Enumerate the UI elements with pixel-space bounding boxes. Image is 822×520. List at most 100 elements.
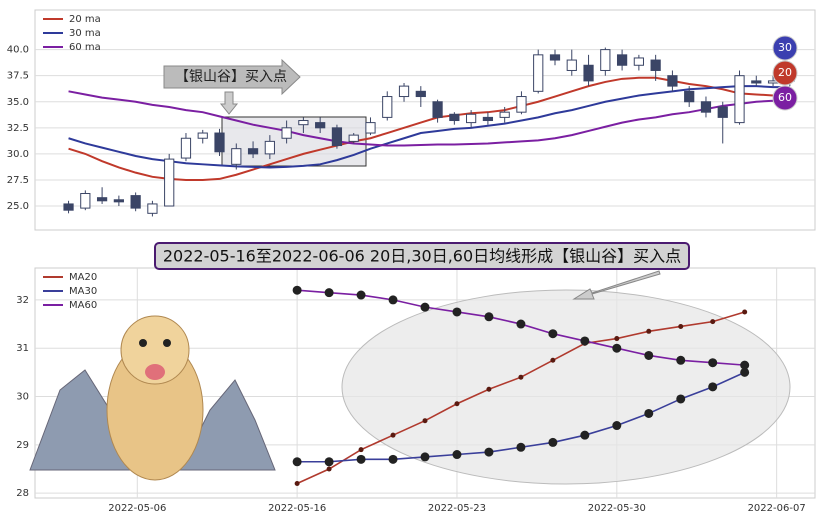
ma-line xyxy=(68,85,790,169)
point xyxy=(646,328,652,334)
candle-body xyxy=(600,49,611,71)
point xyxy=(614,336,620,342)
candle-body xyxy=(164,158,175,207)
candle-body xyxy=(616,54,628,66)
marker-circle xyxy=(772,85,798,111)
candle-body xyxy=(751,80,762,84)
y-tick-label: 29 xyxy=(16,440,29,451)
candle-body xyxy=(331,127,343,147)
candle-body xyxy=(382,96,393,118)
point xyxy=(452,307,462,317)
y-tick-label: 32 xyxy=(16,295,29,306)
candle-body xyxy=(667,75,678,87)
dog-head xyxy=(120,315,190,385)
marker-label: 60 xyxy=(778,91,792,104)
point xyxy=(708,382,718,392)
candle-body xyxy=(516,96,527,113)
y-tick-label: 32.5 xyxy=(7,123,29,134)
candle-body xyxy=(348,134,359,142)
candle-body xyxy=(63,203,74,211)
candle-body xyxy=(96,197,108,202)
point xyxy=(516,319,526,329)
point xyxy=(644,408,654,418)
point xyxy=(324,457,334,467)
point xyxy=(644,350,654,360)
dog-eye xyxy=(163,339,171,347)
arrow xyxy=(572,270,661,300)
x-tick-label: 2022-06-07 xyxy=(748,503,806,514)
candle-body xyxy=(298,120,309,126)
point xyxy=(452,450,462,460)
x-tick-label: 2022-05-16 xyxy=(268,503,326,514)
candle-body xyxy=(583,64,594,82)
y-tick-label: 25.0 xyxy=(7,201,29,212)
ma-line xyxy=(68,90,790,147)
candle-body xyxy=(231,148,242,165)
point xyxy=(484,312,494,322)
point xyxy=(388,295,398,305)
candle-body xyxy=(533,54,544,92)
candle-body xyxy=(281,127,292,139)
candle-body xyxy=(113,199,124,203)
marker-circle xyxy=(772,35,798,61)
point xyxy=(676,394,686,404)
mountain xyxy=(179,379,276,471)
point xyxy=(708,358,718,368)
legend-label: 60 ma xyxy=(69,42,101,53)
candle-body xyxy=(734,75,745,124)
point xyxy=(550,357,556,363)
y-tick-label: 40.0 xyxy=(7,45,29,56)
point xyxy=(710,319,716,325)
y-tick-label: 30 xyxy=(16,392,29,403)
candle-body xyxy=(214,132,225,153)
point xyxy=(420,452,430,462)
candle-body xyxy=(130,195,141,209)
point xyxy=(484,447,494,457)
point xyxy=(326,466,332,472)
point xyxy=(356,290,366,300)
candle-body xyxy=(449,113,460,122)
point xyxy=(422,418,428,424)
data-layer xyxy=(63,47,795,487)
candle-body xyxy=(432,101,443,118)
legend-label: MA60 xyxy=(69,300,97,311)
candle-body xyxy=(398,85,410,98)
y-tick-label: 27.5 xyxy=(7,175,29,186)
point xyxy=(612,343,622,353)
candle-body xyxy=(717,106,728,118)
candle-body xyxy=(700,101,712,113)
marker-label: 20 xyxy=(778,66,792,79)
top-panel xyxy=(34,9,816,231)
annotation: 【银山谷】买入点 xyxy=(175,69,287,85)
point xyxy=(294,481,300,487)
candle-body xyxy=(247,148,259,155)
chart-title: 2022-05-16至2022-06-06 20日,30日,60日均线形成【银山… xyxy=(163,247,681,266)
marker-label: 30 xyxy=(778,41,792,54)
point xyxy=(740,360,750,370)
candle-body xyxy=(315,122,326,129)
candle-body xyxy=(415,90,426,98)
x-tick-label: 2022-05-06 xyxy=(108,503,166,514)
candle-body xyxy=(466,113,477,124)
candle-body xyxy=(180,137,192,159)
dog-eye xyxy=(139,339,147,347)
candle-body xyxy=(197,132,208,139)
y-tick-label: 37.5 xyxy=(7,71,29,82)
point xyxy=(390,432,396,438)
point xyxy=(292,285,302,295)
candle-body xyxy=(264,140,275,155)
marker-circle xyxy=(772,60,798,86)
candle-body xyxy=(499,111,510,118)
point xyxy=(678,323,684,329)
point xyxy=(324,288,334,298)
point xyxy=(486,386,492,392)
point xyxy=(454,401,460,407)
y-tick-label: 30.0 xyxy=(7,149,29,160)
point xyxy=(388,454,398,464)
point xyxy=(548,437,558,447)
point xyxy=(518,374,524,380)
point xyxy=(742,309,748,315)
x-tick-label: 2022-05-30 xyxy=(588,503,646,514)
y-tick-label: 35.0 xyxy=(7,97,29,108)
